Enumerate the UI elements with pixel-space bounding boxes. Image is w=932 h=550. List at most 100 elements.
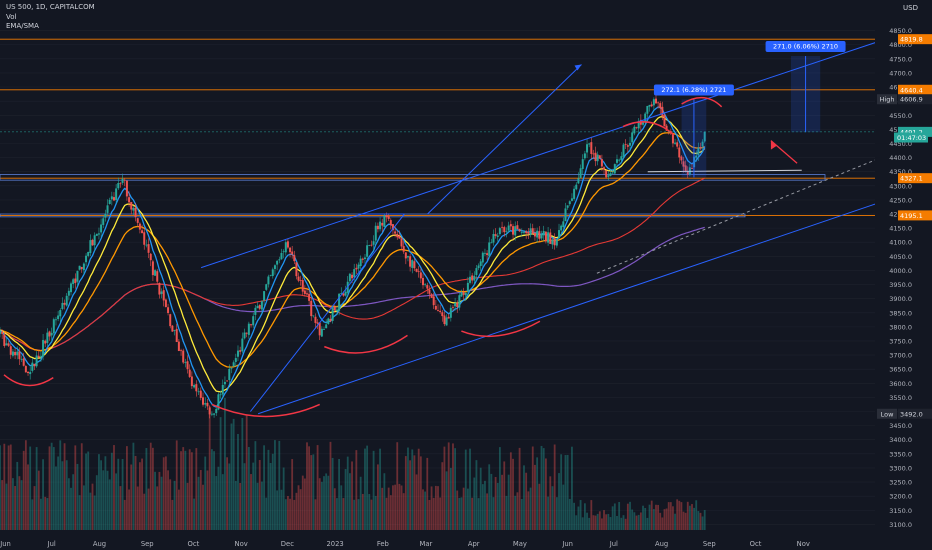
candle-body: [357, 264, 360, 269]
candle-body: [308, 293, 311, 301]
candle-body: [141, 230, 144, 234]
candle-body: [372, 241, 375, 245]
volume-bar: [224, 397, 226, 530]
volume-bar: [633, 512, 636, 530]
candle-body: [52, 319, 55, 334]
x-tick-label: 2023: [326, 540, 343, 548]
volume-bar: [37, 470, 40, 530]
candle-body: [136, 218, 139, 223]
volume-bar: [226, 457, 229, 530]
candle-body: [389, 220, 392, 226]
symbol-title[interactable]: US 500, 1D, CAPITALCOM: [6, 3, 95, 11]
candle-body: [20, 359, 23, 361]
y-tick-label: 3650.0: [889, 366, 912, 374]
candle-body: [39, 355, 42, 357]
y-tick-label: 4800.0: [889, 41, 912, 49]
candle-body: [256, 305, 259, 309]
volume-bar: [108, 479, 111, 530]
volume-bar: [130, 464, 133, 530]
candle-body: [553, 238, 556, 246]
volume-bar: [344, 469, 347, 530]
volume-bar: [586, 512, 588, 530]
candle-body: [74, 278, 77, 284]
candle-body: [665, 125, 668, 131]
candle-body: [529, 228, 532, 235]
candle-body: [564, 208, 567, 222]
candle-body: [241, 338, 244, 352]
currency-label[interactable]: USD: [903, 4, 918, 12]
candle-body: [464, 292, 467, 296]
volume-bar: [659, 512, 662, 530]
y-tick-label: 3300.0: [889, 464, 912, 472]
candle-body: [697, 147, 700, 156]
candle-body: [488, 242, 491, 257]
projection-arrow: [427, 64, 582, 215]
volume-bar: [147, 488, 150, 530]
candle-body: [415, 268, 418, 272]
candle-body: [160, 291, 163, 294]
volume-bar: [603, 510, 605, 530]
volume-bar: [143, 493, 146, 530]
volume-bar: [372, 450, 375, 530]
volume-bar: [167, 470, 169, 530]
candle-body: [297, 276, 300, 281]
candle-body: [560, 225, 563, 231]
volume-bar: [496, 482, 499, 530]
volume-bar: [18, 476, 21, 530]
price-tag-label: 4491.2: [900, 128, 923, 136]
candle-body: [607, 175, 610, 177]
candle-body: [243, 332, 246, 339]
candle-body: [3, 334, 6, 346]
volume-bar: [609, 517, 612, 530]
volume-bar: [85, 453, 87, 530]
ema-slow-line: [0, 132, 705, 368]
volume-bar: [206, 470, 209, 530]
ema-sma-indicator-label[interactable]: EMA/SMA: [6, 22, 39, 30]
candle-body: [441, 312, 444, 317]
top-curve-right: [681, 96, 723, 108]
volume-bar: [151, 447, 154, 530]
volume-bar: [428, 499, 431, 530]
candle-body: [456, 302, 459, 308]
volume-bar: [672, 506, 674, 530]
y-tick-label: 4150.0: [889, 225, 912, 233]
candle-body: [516, 225, 519, 230]
volume-bar: [29, 446, 32, 530]
x-tick-label: Aug: [655, 540, 668, 548]
candle-body: [276, 260, 279, 265]
volume-bar: [674, 513, 676, 530]
volume-bar: [538, 483, 541, 530]
volume-bar: [104, 456, 107, 530]
volume-bar: [211, 449, 213, 530]
price-tag-bg: [898, 94, 932, 105]
x-tick-label: Oct: [750, 540, 762, 548]
volume-bar: [509, 452, 512, 530]
volume-bar: [432, 497, 435, 530]
volume-bar: [338, 459, 341, 530]
candle-body: [145, 244, 148, 246]
candle-body: [221, 384, 224, 395]
volume-bar: [297, 485, 300, 530]
candle-body: [592, 153, 595, 155]
candle-body: [613, 164, 616, 174]
y-tick-label: 4250.0: [889, 196, 912, 204]
candle-body: [16, 351, 19, 356]
volume-bar: [688, 505, 691, 530]
volume-bar: [626, 503, 629, 530]
volume-indicator-label[interactable]: Vol: [6, 12, 17, 21]
price-tag-label: 4195.1: [900, 212, 923, 220]
volume-bar: [195, 448, 198, 530]
candle-body: [11, 351, 14, 356]
volume-bar: [686, 501, 689, 530]
time-axis: Jun Jul Aug Sep Oct Nov Dec 2023 Feb Mar Apr May Jun…: [0, 540, 810, 548]
volume-bar: [22, 450, 25, 530]
volume-bar: [160, 476, 163, 530]
volume-bar: [234, 480, 237, 530]
candle-body: [267, 276, 270, 285]
candle-body: [93, 235, 96, 246]
candle-body: [514, 226, 517, 236]
volume-bar: [494, 477, 497, 530]
candle-body: [449, 307, 452, 318]
volume-bar: [430, 486, 433, 530]
